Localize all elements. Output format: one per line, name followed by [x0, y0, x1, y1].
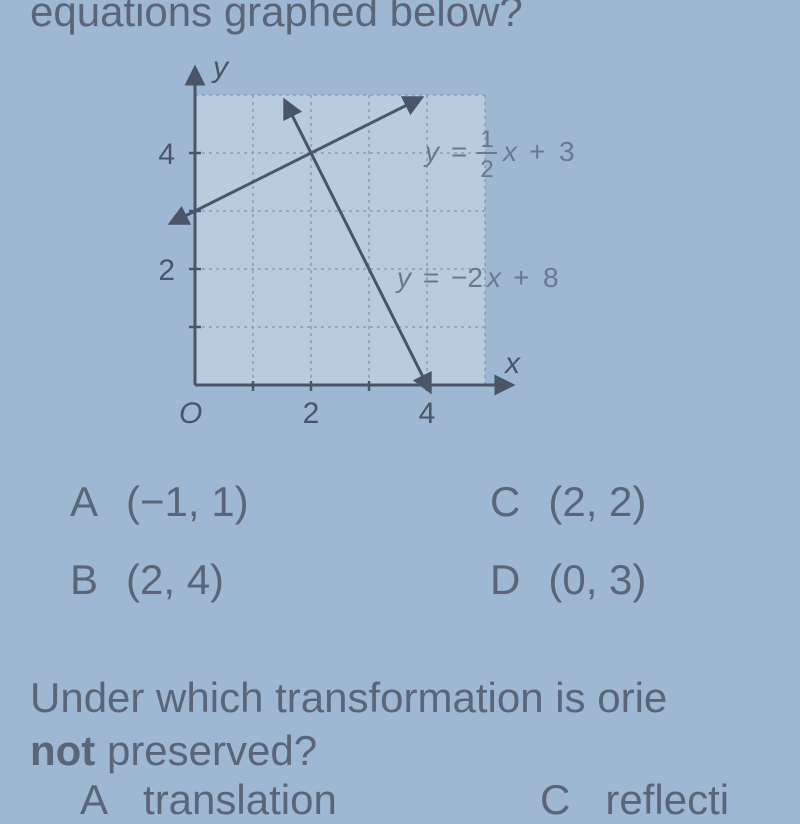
partial-bottom-a: A translation — [80, 776, 337, 824]
ytick-2: 2 — [158, 254, 175, 287]
answer-letter: B — [70, 556, 98, 604]
answer-c[interactable]: C (2, 2) — [490, 478, 646, 526]
graph-svg: 2 4 2 4 O y x y = 1 2 x + 3 — [135, 55, 675, 435]
x-axis-label: x — [503, 347, 521, 380]
svg-text:1: 1 — [480, 126, 493, 153]
answer-a[interactable]: A (−1, 1) — [70, 478, 249, 526]
svg-text:=: = — [451, 136, 467, 167]
answer-value: (0, 3) — [548, 556, 646, 604]
y-axis-label: y — [211, 55, 230, 84]
svg-text:8: 8 — [543, 262, 559, 293]
answer-b[interactable]: B (2, 4) — [70, 556, 224, 604]
xtick-2: 2 — [303, 397, 320, 430]
answer-letter: C — [490, 478, 520, 526]
question-2-fragment: Under which transformation is orie not p… — [30, 672, 800, 777]
svg-text:3: 3 — [559, 136, 575, 167]
xtick-4: 4 — [419, 397, 436, 430]
q2-rest: preserved? — [95, 727, 317, 774]
svg-text:−2: −2 — [451, 262, 483, 293]
answer-letter: A — [70, 478, 98, 526]
svg-text:x: x — [485, 262, 502, 293]
question-fragment-top: equations graphed below? — [30, 0, 523, 36]
answer-value: (−1, 1) — [126, 478, 249, 526]
svg-text:2: 2 — [480, 156, 493, 183]
origin-label: O — [179, 397, 202, 430]
svg-text:+: + — [513, 262, 529, 293]
q2-bold: not — [30, 727, 95, 774]
ytick-4: 4 — [158, 138, 175, 171]
svg-text:x: x — [501, 136, 518, 167]
answer-letter: D — [490, 556, 520, 604]
svg-text:+: + — [529, 136, 545, 167]
answer-d[interactable]: D (0, 3) — [490, 556, 646, 604]
answer-value: (2, 4) — [126, 556, 224, 604]
answer-value: (2, 2) — [548, 478, 646, 526]
svg-text:=: = — [423, 262, 439, 293]
q2-line1: Under which transformation is orie — [30, 674, 667, 721]
svg-text:y: y — [395, 262, 413, 293]
page: equations graphed below? — [0, 0, 800, 800]
partial-bottom-c: C reflecti — [540, 776, 729, 824]
svg-text:y: y — [423, 136, 441, 167]
graph: 2 4 2 4 O y x y = 1 2 x + 3 — [135, 55, 675, 435]
